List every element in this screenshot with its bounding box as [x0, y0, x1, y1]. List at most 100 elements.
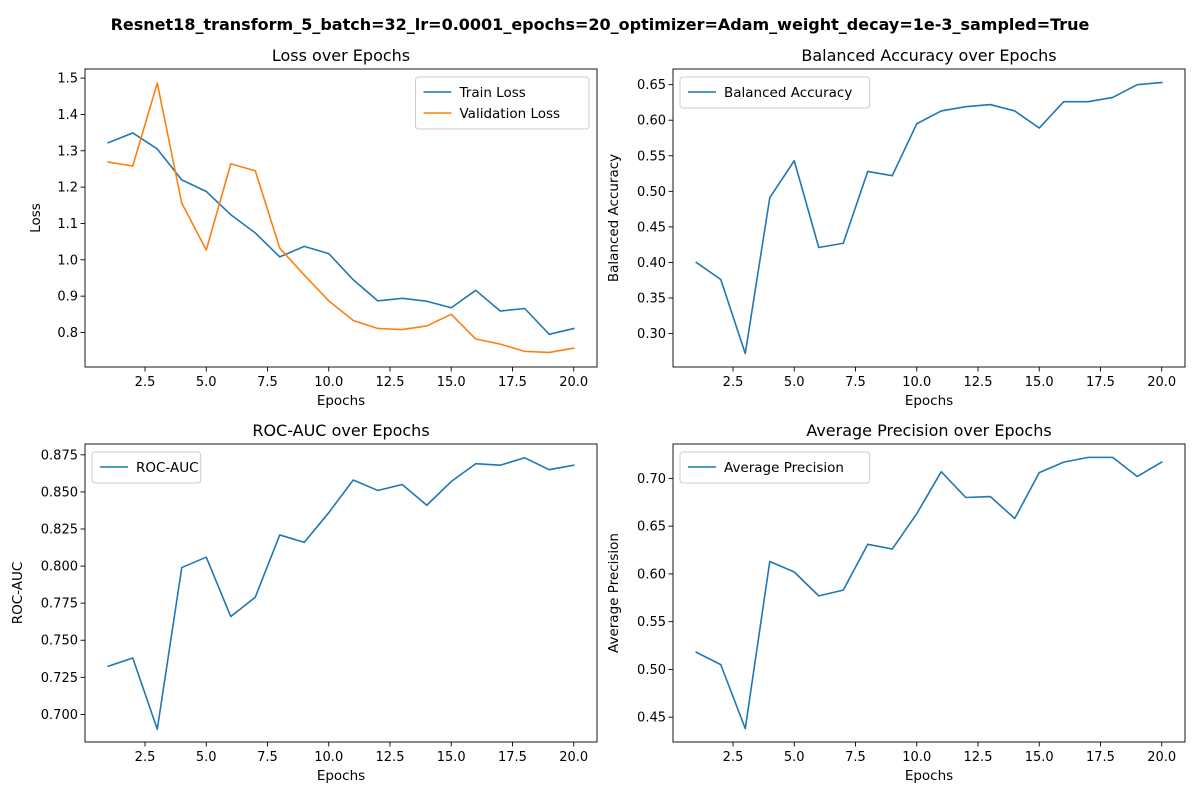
legend: Train Loss Validation Loss	[415, 76, 590, 130]
x-tick-label: 15.0	[1025, 375, 1054, 390]
legend-entry: Validation Loss	[460, 106, 561, 122]
x-tick-label: 17.5	[498, 750, 527, 765]
subplot-4: Average Precision over Epochs 2.5 5.0 7.5 10…	[606, 421, 1186, 784]
legend: Average Precision	[679, 451, 871, 484]
x-axis-label: Epochs	[905, 393, 953, 409]
y-axis-label: Loss	[28, 203, 44, 233]
y-tick-label: 0.65	[637, 520, 666, 535]
x-tick-label: 17.5	[1086, 375, 1115, 390]
x-tick-label: 20.0	[559, 750, 588, 765]
x-axis-label: Epochs	[317, 393, 365, 409]
x-tick-label: 10.0	[902, 750, 931, 765]
y-axis-label: Average Precision	[606, 533, 622, 653]
y-tick-label: 0.825	[41, 522, 78, 537]
legend: Balanced Accuracy	[679, 76, 871, 109]
subplot-title: Balanced Accuracy over Epochs	[801, 46, 1056, 65]
x-tick-label: 15.0	[437, 375, 466, 390]
axes-frame	[84, 443, 598, 743]
x-tick-label: 17.5	[498, 375, 527, 390]
y-tick-label: 0.750	[41, 634, 78, 649]
x-tick-label: 5.0	[784, 750, 805, 765]
y-tick-label: 1.1	[57, 217, 78, 232]
y-tick-label: 1.0	[57, 253, 78, 268]
legend: ROC-AUC	[91, 451, 202, 484]
x-tick-label: 12.5	[376, 375, 405, 390]
x-axis-label: Epochs	[317, 768, 365, 784]
x-tick-label: 2.5	[135, 750, 156, 765]
x-tick-label: 10.0	[314, 375, 343, 390]
y-tick-label: 1.5	[57, 72, 78, 87]
x-tick-label: 7.5	[257, 375, 278, 390]
y-tick-label: 0.50	[637, 185, 666, 200]
y-tick-label: 0.40	[637, 256, 666, 271]
y-tick-label: 0.700	[41, 708, 78, 723]
subplot-title: Average Precision over Epochs	[806, 421, 1051, 440]
series-line-1	[107, 132, 575, 336]
series-line-1	[695, 456, 1163, 730]
y-tick-label: 0.8	[57, 326, 78, 341]
x-tick-label: 12.5	[964, 750, 993, 765]
x-tick-label: 17.5	[1086, 750, 1115, 765]
legend-entry: Balanced Accuracy	[724, 85, 852, 101]
y-tick-label: 0.60	[637, 114, 666, 129]
axes-frame	[672, 443, 1186, 743]
x-tick-label: 20.0	[1147, 750, 1176, 765]
x-tick-label: 12.5	[376, 750, 405, 765]
legend-entry: Train Loss	[459, 85, 526, 101]
y-axis-label: ROC-AUC	[10, 562, 26, 625]
x-tick-label: 12.5	[964, 375, 993, 390]
legend-frame	[679, 76, 871, 109]
x-tick-label: 7.5	[845, 750, 866, 765]
x-tick-label: 7.5	[257, 750, 278, 765]
legend-frame	[679, 451, 871, 484]
y-tick-label: 1.2	[57, 181, 78, 196]
y-tick-label: 0.55	[637, 149, 666, 164]
legend-frame	[415, 76, 590, 130]
x-tick-label: 10.0	[902, 375, 931, 390]
y-tick-label: 0.45	[637, 220, 666, 235]
x-tick-label: 5.0	[196, 375, 217, 390]
axes-frame	[672, 68, 1186, 368]
y-axis-label: Balanced Accuracy	[606, 154, 622, 282]
y-tick-label: 0.65	[637, 78, 666, 93]
x-tick-label: 20.0	[1147, 375, 1176, 390]
x-tick-label: 15.0	[1025, 750, 1054, 765]
legend-entry: ROC-AUC	[136, 460, 199, 476]
x-tick-label: 15.0	[437, 750, 466, 765]
subplot-3: ROC-AUC over Epochs 2.5 5.0 7.5 10.0 12.5 15.0…	[10, 421, 598, 784]
y-tick-label: 1.4	[57, 108, 78, 123]
y-tick-label: 0.50	[637, 663, 666, 678]
y-tick-label: 0.55	[637, 615, 666, 630]
y-tick-label: 0.60	[637, 567, 666, 582]
x-tick-label: 20.0	[559, 375, 588, 390]
subplot-2: Balanced Accuracy over Epochs 2.5 5.0 7.5 10…	[606, 46, 1186, 409]
axes-frame	[84, 68, 598, 368]
x-tick-label: 2.5	[723, 375, 744, 390]
subplot-title: ROC-AUC over Epochs	[252, 421, 429, 440]
y-tick-label: 0.800	[41, 560, 78, 575]
y-tick-label: 0.850	[41, 485, 78, 500]
series-line-1	[107, 456, 575, 731]
x-axis-label: Epochs	[905, 768, 953, 784]
y-tick-label: 0.30	[637, 327, 666, 342]
x-tick-label: 10.0	[314, 750, 343, 765]
y-tick-label: 0.70	[637, 472, 666, 487]
x-tick-label: 5.0	[784, 375, 805, 390]
x-tick-label: 7.5	[845, 375, 866, 390]
y-tick-label: 0.875	[41, 448, 78, 463]
x-tick-label: 2.5	[723, 750, 744, 765]
y-tick-label: 0.35	[637, 292, 666, 307]
x-tick-label: 5.0	[196, 750, 217, 765]
figure-suptitle: Resnet18_transform_5_batch=32_lr=0.0001_…	[111, 15, 1090, 34]
legend-frame	[91, 451, 202, 484]
x-tick-label: 2.5	[135, 375, 156, 390]
y-tick-label: 0.725	[41, 671, 78, 686]
y-tick-label: 1.3	[57, 144, 78, 159]
subplot-title: Loss over Epochs	[272, 46, 410, 65]
legend-entry: Average Precision	[724, 460, 844, 476]
series-line-2	[107, 82, 575, 354]
subplot-1: Loss over Epochs 2.5 5.0 7.5 10.0 12.5 15.0 17.…	[28, 46, 598, 409]
y-tick-label: 0.9	[57, 290, 78, 305]
y-tick-label: 0.775	[41, 597, 78, 612]
